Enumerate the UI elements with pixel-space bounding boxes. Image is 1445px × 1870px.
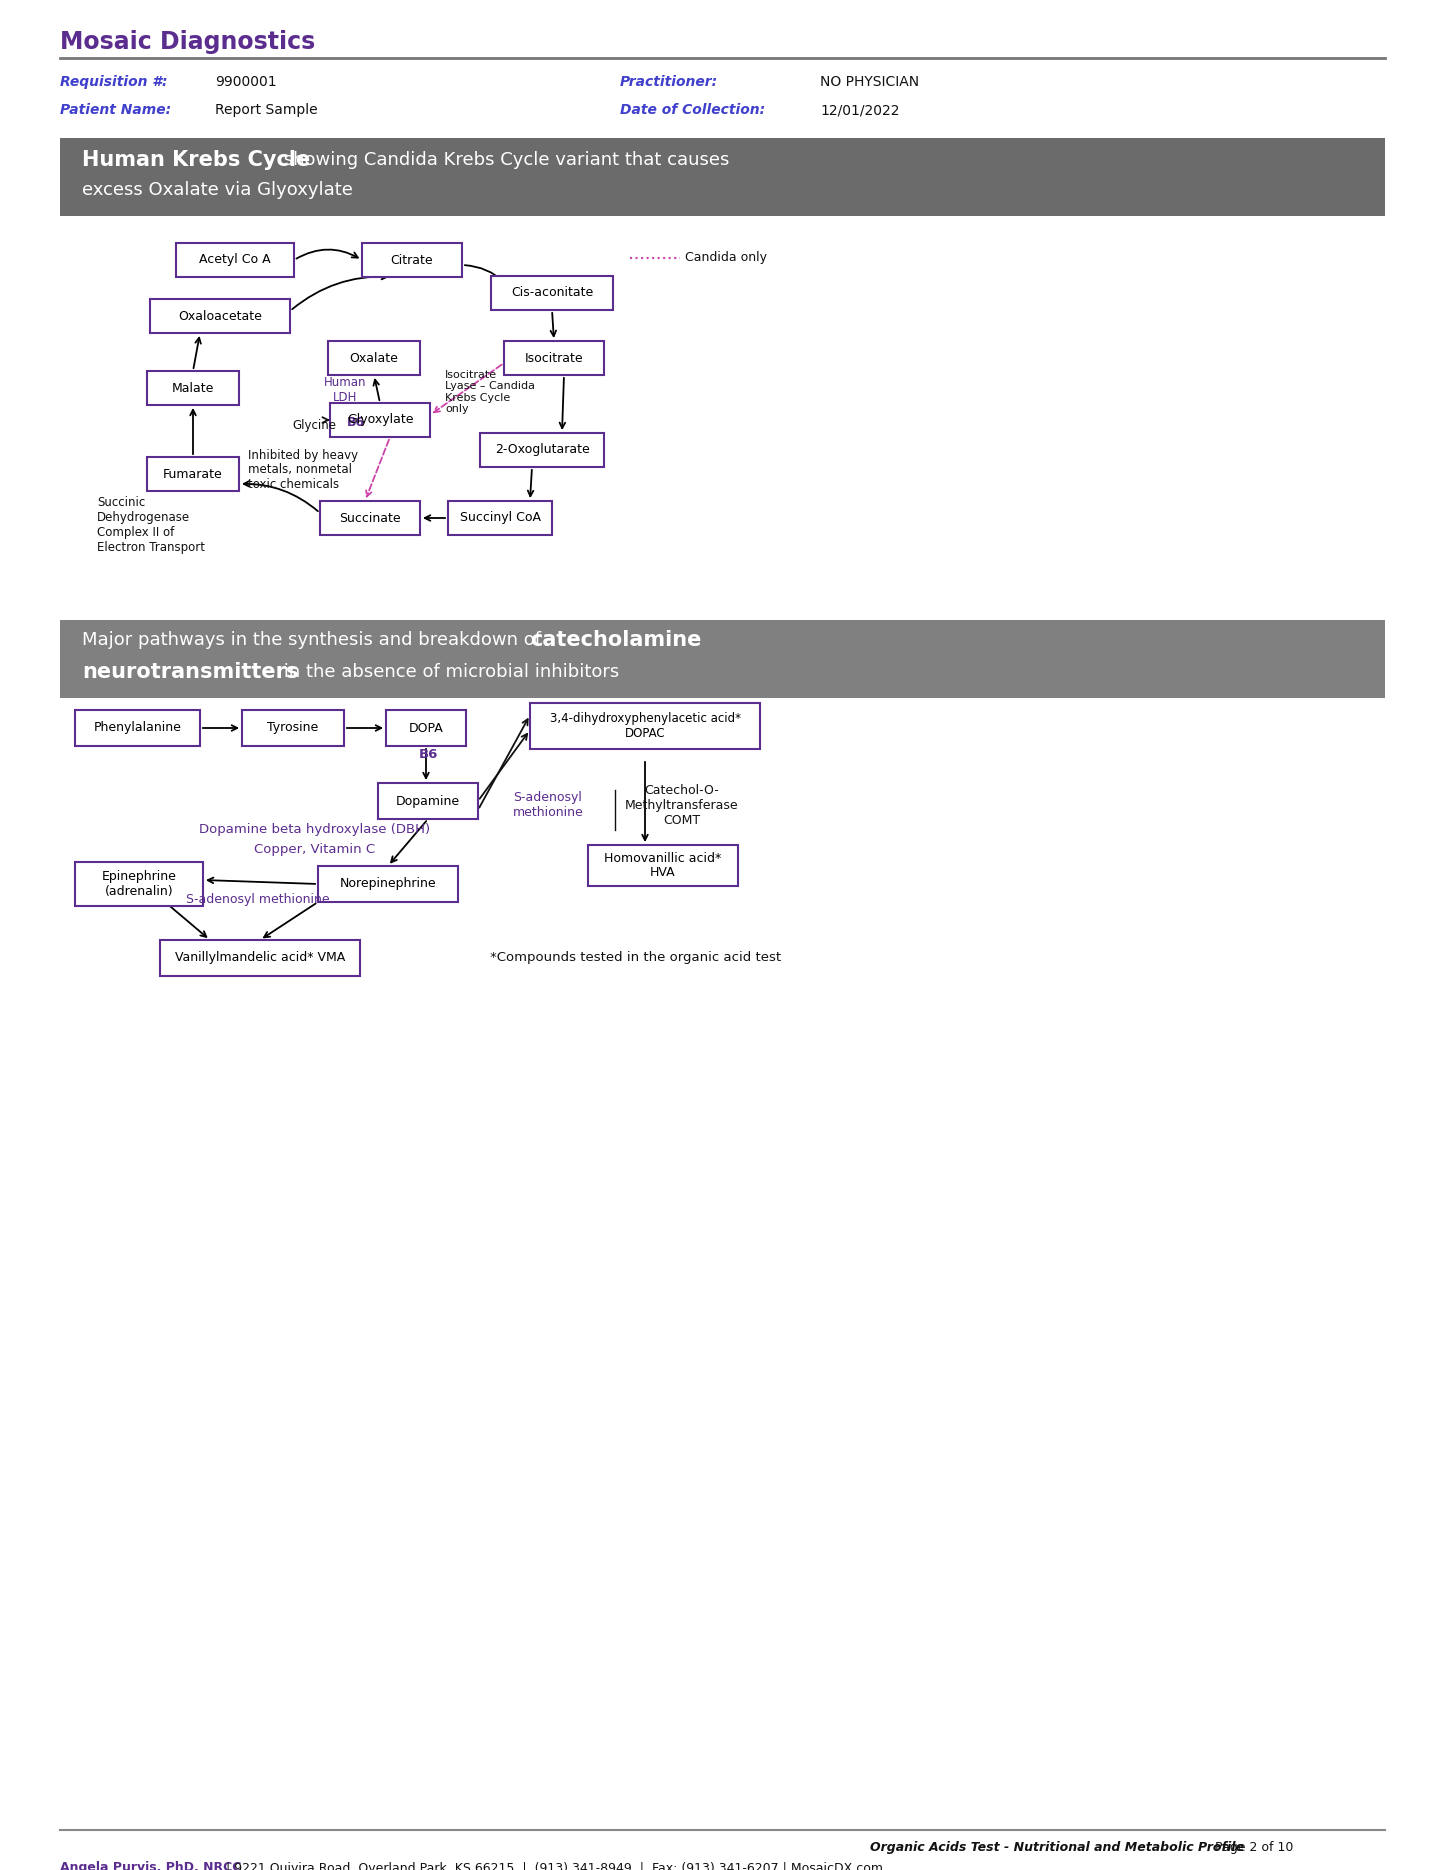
Text: Malate: Malate (172, 381, 214, 395)
Text: Practitioner:: Practitioner: (620, 75, 718, 90)
Text: Page 2 of 10: Page 2 of 10 (1215, 1842, 1293, 1855)
Text: Glycine: Glycine (292, 419, 337, 432)
Text: Human
LDH: Human LDH (324, 376, 366, 404)
FancyBboxPatch shape (319, 501, 420, 535)
Text: in the absence of microbial inhibitors: in the absence of microbial inhibitors (277, 664, 620, 681)
Text: Catechol-O-
Methyltransferase
COMT: Catechol-O- Methyltransferase COMT (626, 784, 738, 827)
FancyBboxPatch shape (448, 501, 552, 535)
Text: Report Sample: Report Sample (215, 103, 318, 118)
Bar (61, 138, 1384, 217)
Text: Epinephrine
(adrenalin): Epinephrine (adrenalin) (101, 870, 176, 898)
Text: | 9221 Quivira Road, Overland Park, KS 66215  |  (913) 341-8949  |  Fax: (913) 3: | 9221 Quivira Road, Overland Park, KS 6… (223, 1861, 883, 1870)
Text: Vanillylmandelic acid* VMA: Vanillylmandelic acid* VMA (175, 952, 345, 965)
Text: Isocitrate
Lyase – Candida
Krebs Cycle
only: Isocitrate Lyase – Candida Krebs Cycle o… (445, 370, 535, 415)
Text: *Compounds tested in the organic acid test: *Compounds tested in the organic acid te… (490, 952, 782, 965)
FancyBboxPatch shape (530, 703, 760, 750)
Text: Human Krebs Cycle: Human Krebs Cycle (82, 150, 311, 170)
Text: excess Oxalate via Glyoxylate: excess Oxalate via Glyoxylate (82, 181, 353, 198)
Text: Mosaic Diagnostics: Mosaic Diagnostics (61, 30, 315, 54)
Text: Dopamine: Dopamine (396, 795, 460, 808)
Text: Oxaloacetate: Oxaloacetate (178, 310, 262, 322)
Text: Citrate: Citrate (390, 254, 434, 267)
FancyBboxPatch shape (160, 941, 360, 976)
FancyBboxPatch shape (329, 404, 431, 438)
FancyBboxPatch shape (588, 845, 738, 886)
Text: Tyrosine: Tyrosine (267, 722, 319, 735)
Text: Copper, Vitamin C: Copper, Vitamin C (254, 843, 376, 855)
Text: Phenylalanine: Phenylalanine (94, 722, 182, 735)
FancyBboxPatch shape (386, 711, 465, 746)
Text: Fumarate: Fumarate (163, 468, 223, 481)
Text: neurotransmitters: neurotransmitters (82, 662, 299, 683)
FancyBboxPatch shape (150, 299, 290, 333)
Text: DOPA: DOPA (409, 722, 444, 735)
Text: Norepinephrine: Norepinephrine (340, 877, 436, 890)
Text: B6: B6 (347, 415, 366, 428)
FancyBboxPatch shape (147, 370, 238, 406)
Text: Oxalate: Oxalate (350, 352, 399, 365)
FancyBboxPatch shape (176, 243, 293, 277)
Text: Glyoxylate: Glyoxylate (347, 413, 413, 426)
Text: Cis-aconitate: Cis-aconitate (512, 286, 592, 299)
Text: S-adenosyl methionine: S-adenosyl methionine (186, 894, 329, 907)
Text: Isocitrate: Isocitrate (525, 352, 584, 365)
FancyBboxPatch shape (75, 711, 199, 746)
Text: NO PHYSICIAN: NO PHYSICIAN (819, 75, 919, 90)
FancyBboxPatch shape (363, 243, 462, 277)
Text: Dopamine beta hydroxylase (DBH): Dopamine beta hydroxylase (DBH) (199, 823, 431, 836)
Text: Date of Collection:: Date of Collection: (620, 103, 764, 118)
Text: B6: B6 (418, 748, 438, 761)
FancyBboxPatch shape (318, 866, 458, 901)
Text: 9900001: 9900001 (215, 75, 276, 90)
Text: Acetyl Co A: Acetyl Co A (199, 254, 270, 267)
FancyBboxPatch shape (480, 434, 604, 468)
FancyBboxPatch shape (491, 277, 613, 310)
Text: Succinate: Succinate (340, 512, 400, 524)
FancyBboxPatch shape (75, 862, 202, 905)
FancyBboxPatch shape (504, 340, 604, 376)
Text: 3,4-dihydroxyphenylacetic acid*
DOPAC: 3,4-dihydroxyphenylacetic acid* DOPAC (549, 712, 740, 741)
Text: Organic Acids Test - Nutritional and Metabolic Profile: Organic Acids Test - Nutritional and Met… (870, 1842, 1244, 1855)
Text: Candida only: Candida only (685, 251, 767, 264)
FancyBboxPatch shape (328, 340, 420, 376)
Text: Angela Purvis, PhD, NRCC: Angela Purvis, PhD, NRCC (61, 1861, 241, 1870)
Text: S-adenosyl
methionine: S-adenosyl methionine (513, 791, 584, 819)
FancyBboxPatch shape (379, 784, 478, 819)
Text: Major pathways in the synthesis and breakdown of: Major pathways in the synthesis and brea… (82, 630, 546, 649)
FancyBboxPatch shape (147, 456, 238, 492)
Text: Patient Name:: Patient Name: (61, 103, 171, 118)
Text: Requisition #:: Requisition #: (61, 75, 168, 90)
Text: 2-Oxoglutarate: 2-Oxoglutarate (494, 443, 590, 456)
Text: catecholamine: catecholamine (530, 630, 701, 651)
Bar (61, 621, 1384, 698)
FancyBboxPatch shape (241, 711, 344, 746)
Text: showing Candida Krebs Cycle variant that causes: showing Candida Krebs Cycle variant that… (277, 151, 730, 168)
Text: Succinyl CoA: Succinyl CoA (460, 512, 540, 524)
Text: Inhibited by heavy
metals, nonmetal
toxic chemicals: Inhibited by heavy metals, nonmetal toxi… (249, 449, 358, 492)
Text: Succinic
Dehydrogenase
Complex II of
Electron Transport: Succinic Dehydrogenase Complex II of Ele… (97, 496, 205, 554)
Text: 12/01/2022: 12/01/2022 (819, 103, 899, 118)
Text: Homovanillic acid*
HVA: Homovanillic acid* HVA (604, 851, 721, 879)
